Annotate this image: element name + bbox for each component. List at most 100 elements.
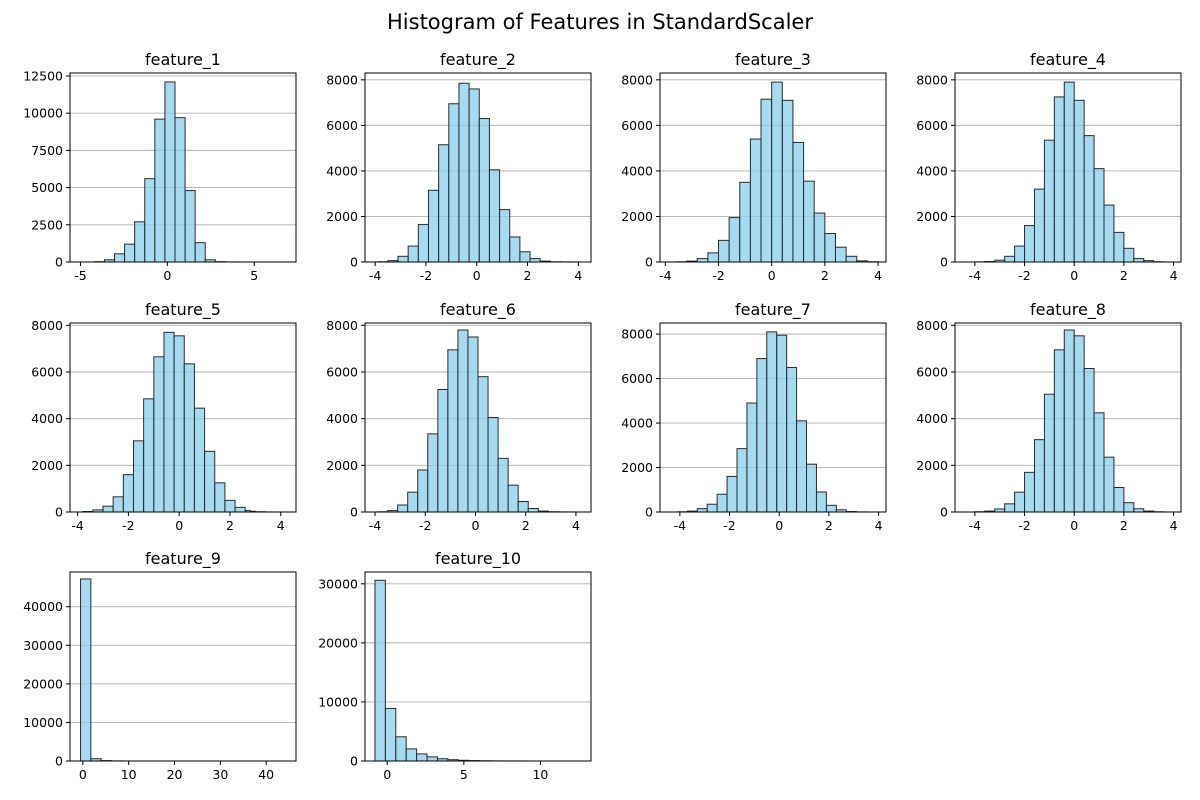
y-tick-label: 2000 [916, 458, 948, 473]
subplot-feature_2: feature_2 -4 -2 0 2 4 0 2000 4000 6000 8000 [326, 50, 592, 283]
histogram-bar [458, 82, 470, 263]
x-tick-label: -4 [71, 518, 84, 533]
histogram-bar [517, 501, 529, 513]
histogram-bar [756, 358, 768, 513]
axes-frame [69, 72, 297, 263]
histogram-bar [736, 448, 748, 513]
y-tick-label: 40000 [23, 599, 63, 614]
histogram-bar [173, 335, 185, 513]
histogram-bar [716, 493, 728, 513]
y-tick-label: 30000 [23, 638, 63, 653]
histogram-bar [825, 504, 837, 513]
subplot-title: feature_8 [1030, 300, 1106, 320]
subplot-title: feature_4 [1030, 50, 1106, 70]
x-tick-label: -2 [712, 268, 724, 283]
histogram-bar [706, 503, 718, 513]
x-tick-label: -4 [369, 268, 382, 283]
y-tick-label: 0 [350, 255, 358, 270]
y-tick-label: 2000 [621, 460, 653, 475]
y-tick-label: 0 [645, 505, 653, 520]
x-tick-label: 0 [775, 518, 783, 533]
y-tick-label: 12500 [23, 68, 63, 83]
x-tick-label: 2 [226, 518, 234, 533]
axes-frame [364, 571, 592, 762]
histogram-bar [163, 331, 175, 513]
histogram-bar [134, 221, 146, 263]
histogram-bar [174, 117, 186, 263]
y-tick-label: 2000 [31, 458, 63, 473]
histogram-bar [477, 376, 489, 513]
histogram-bar [112, 496, 124, 513]
axes-frame [954, 322, 1182, 513]
histogram-bar [122, 474, 134, 513]
histogram-bar [214, 482, 226, 513]
histogram-bar [384, 707, 397, 762]
x-tick-label: 20 [167, 767, 183, 782]
y-tick-label: 5000 [31, 180, 63, 195]
y-tick-label: 0 [350, 505, 358, 520]
histogram-bar [1024, 225, 1035, 263]
axes-frame [69, 571, 297, 762]
subplot-feature_5: feature_5 -4 -2 0 2 4 0 2000 4000 6000 8000 [31, 300, 297, 533]
y-tick-label: 8000 [621, 72, 653, 87]
x-tick-label: 2 [1120, 518, 1128, 533]
y-tick-label: 0 [940, 255, 948, 270]
y-tick-label: 8000 [916, 318, 948, 333]
histogram-bar [1093, 412, 1105, 513]
histogram-bar [447, 349, 459, 513]
y-tick-label: 4000 [916, 411, 948, 426]
histogram-bar [1073, 99, 1085, 263]
histogram-bar [776, 334, 788, 513]
histogram-bar [824, 233, 836, 263]
subplot-title: feature_3 [735, 50, 811, 70]
histogram-bar [815, 491, 827, 513]
histogram-bar [416, 753, 428, 762]
x-tick-label: 4 [1170, 518, 1178, 533]
histogram-bar [845, 255, 858, 263]
x-tick-label: 5 [460, 767, 468, 782]
figure-title: Histogram of Features in StandardScaler [387, 10, 813, 34]
histogram-bar [1024, 471, 1035, 513]
histogram-bar [183, 363, 195, 513]
histogram-bar [813, 212, 826, 263]
histogram-bar [529, 258, 541, 263]
subplot-feature_1: feature_1 -5 0 5 0 2500 5000 7500 10000 12500 [23, 50, 297, 283]
histogram-bar [457, 329, 469, 513]
subplot-title: feature_10 [435, 549, 521, 569]
x-tick-label: -2 [420, 268, 432, 283]
subplot-feature_10: feature_10 0 5 10 0 10000 20000 30000 [318, 549, 592, 782]
y-tick-label: 2000 [326, 458, 358, 473]
histogram-bar [717, 239, 730, 263]
histogram-bar [427, 433, 439, 513]
histogram-bar [806, 463, 817, 513]
histogram-bar [792, 141, 805, 263]
histogram-bar [144, 178, 156, 263]
y-tick-label: 4000 [621, 163, 653, 178]
axes-frame [659, 322, 887, 513]
histogram-bar [80, 578, 92, 762]
histogram-bar [834, 246, 847, 263]
y-tick-label: 8000 [326, 318, 358, 333]
histogram-bar [417, 469, 429, 513]
histogram-bar [448, 103, 460, 263]
y-tick-label: 20000 [23, 676, 63, 691]
subplot-title: feature_1 [145, 50, 221, 70]
histogram-bar [374, 579, 386, 762]
histogram-bar [1033, 439, 1045, 513]
histogram-bar [760, 98, 773, 263]
x-tick-label: 30 [212, 767, 228, 782]
histogram-bar [796, 420, 808, 513]
histogram-bar [184, 190, 196, 263]
y-tick-label: 10000 [23, 715, 63, 730]
axes-frame [954, 72, 1182, 263]
histogram-bar [234, 506, 246, 513]
x-tick-label: 5 [250, 268, 258, 283]
histogram-bar [507, 484, 519, 513]
histogram-bar [1073, 335, 1085, 513]
axes-frame [364, 322, 592, 513]
histogram-bar [417, 223, 429, 263]
subplot-title: feature_5 [145, 300, 221, 320]
histogram-bar [1004, 503, 1016, 513]
x-tick-label: -2 [122, 518, 134, 533]
